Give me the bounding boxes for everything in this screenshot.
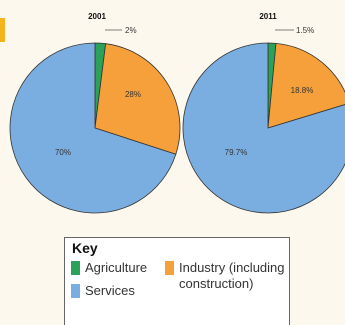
chart-title-2011: 2011 xyxy=(259,12,277,21)
pie-charts: 2001 28% 70% 2% 2011 18.8% 79.7% 1.5% xyxy=(9,12,345,214)
pie-slice-2011-services xyxy=(182,42,345,214)
pie-slice-2001-industry xyxy=(94,43,181,155)
key-label-agriculture: Agriculture xyxy=(85,260,148,275)
key-title: Key xyxy=(72,240,98,256)
key-label-industry: Industry (including construction) xyxy=(179,260,285,291)
slice-label-2011-industry: 18.8% xyxy=(291,86,314,95)
slice-label-2011-agriculture: 1.5% xyxy=(296,26,314,35)
key-label-services: Services xyxy=(85,283,135,298)
key-item-industry: Industry (including construction) xyxy=(165,260,285,292)
slice-label-2001-agriculture: 2% xyxy=(125,26,137,35)
accent-tab xyxy=(0,18,5,42)
pie-chart-2011: 2011 18.8% 79.7% 1.5% xyxy=(182,12,345,214)
pie-slice-2011-industry xyxy=(267,42,345,129)
key-item-services: Services xyxy=(71,283,135,299)
slice-label-2001-services: 70% xyxy=(55,148,71,157)
chart-key: Key Agriculture Industry (including cons… xyxy=(64,237,290,325)
key-item-agriculture: Agriculture xyxy=(71,260,147,276)
key-swatch-agriculture xyxy=(71,261,80,275)
key-swatch-industry xyxy=(165,261,174,275)
pie-chart-2001: 2001 28% 70% 2% xyxy=(9,12,181,214)
chart-title-2001: 2001 xyxy=(88,12,106,21)
pie-slice-2001-services xyxy=(9,42,177,214)
key-swatch-services xyxy=(71,284,80,298)
slice-label-2011-services: 79.7% xyxy=(225,148,248,157)
slice-label-2001-industry: 28% xyxy=(125,90,141,99)
